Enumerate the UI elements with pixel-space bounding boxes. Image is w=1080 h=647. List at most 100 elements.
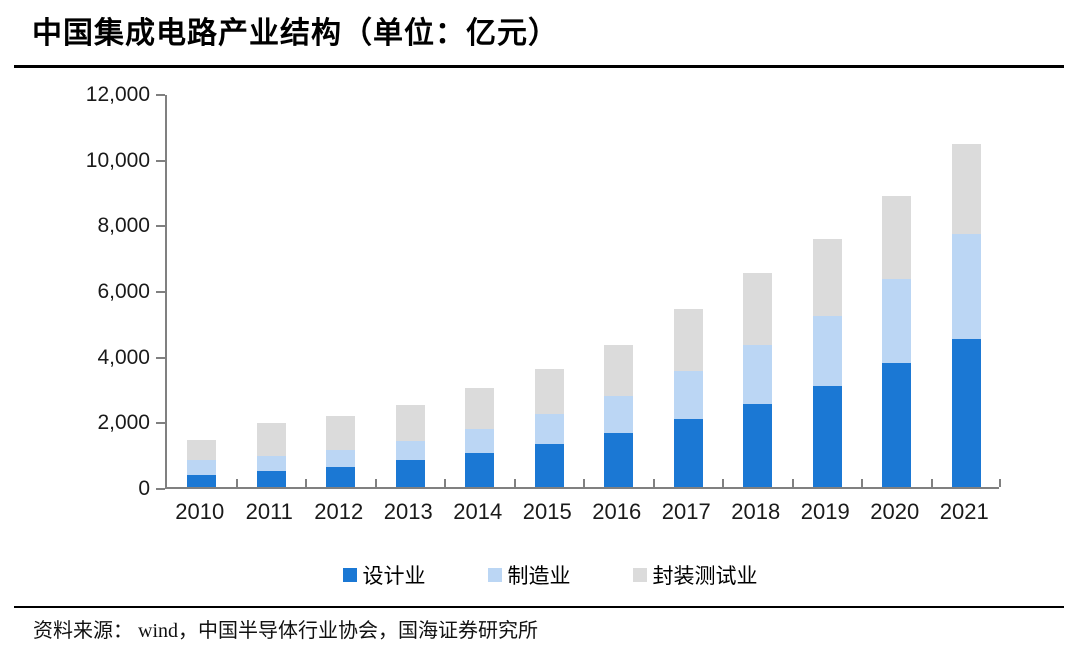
x-tick-label-2017: 2017 <box>661 499 711 524</box>
bar-segment-2019-packaging-testing <box>812 238 842 316</box>
bar-group-2021 <box>932 95 1002 487</box>
y-axis-labels: 0 2,000 4,000 6,000 8,000 10,000 12,000 <box>38 83 150 500</box>
bar-segment-2019-design <box>812 386 842 487</box>
y-tick-label: 4,000 <box>97 345 150 369</box>
bar-segment-2016-packaging-testing <box>604 344 634 396</box>
bar-segment-2012-packaging-testing <box>326 416 356 451</box>
legend-label: 制造业 <box>507 564 571 588</box>
bar-group-2010 <box>167 95 237 487</box>
plot-area <box>156 94 1002 490</box>
bar-stack-2020 <box>882 196 912 487</box>
x-tick-label-2021: 2021 <box>939 499 989 524</box>
y-tick-label: 8,000 <box>97 214 150 238</box>
y-tick-label: 0 <box>138 477 150 500</box>
x-tick-label-2012: 2012 <box>314 499 364 524</box>
x-tick-label-2019: 2019 <box>800 499 850 524</box>
bar-segment-2017-packaging-testing <box>673 309 703 372</box>
bar-stack-2012 <box>326 416 356 487</box>
bar-segment-2018-manufacturing <box>743 344 773 405</box>
y-tick-mark <box>156 488 165 490</box>
legend-label: 封装测试业 <box>652 564 758 588</box>
bar-segment-2020-design <box>882 362 912 487</box>
bar-segment-2021-packaging-testing <box>951 143 981 235</box>
bar-stack-2014 <box>465 388 495 487</box>
legend-item-packaging-testing: 封装测试业 <box>632 560 758 590</box>
bar-stack-2016 <box>604 344 634 487</box>
legend-label: 设计业 <box>362 564 426 588</box>
bar-segment-2018-packaging-testing <box>743 272 773 345</box>
y-tick-label: 2,000 <box>97 411 150 435</box>
x-tick-mark <box>791 479 794 487</box>
x-tick-mark <box>930 479 933 487</box>
bar-segment-2012-design <box>326 466 356 487</box>
y-tick-label: 10,000 <box>85 148 150 172</box>
bar-segment-2014-design <box>465 452 495 487</box>
bar-segment-2011-manufacturing <box>256 455 286 472</box>
bar-segment-2011-design <box>256 471 286 487</box>
bar-group-2014 <box>445 95 515 487</box>
bar-segment-2013-manufacturing <box>395 440 425 461</box>
x-tick-mark <box>652 479 655 487</box>
bar-group-2018 <box>723 95 793 487</box>
legend-swatch-icon <box>487 568 502 582</box>
bar-segment-2010-packaging-testing <box>187 439 217 461</box>
bar-segment-2016-design <box>604 433 634 487</box>
bar-segment-2012-manufacturing <box>326 450 356 467</box>
legend-item-manufacturing: 制造业 <box>487 560 571 590</box>
x-tick-label-2016: 2016 <box>592 499 642 524</box>
bar-segment-2021-manufacturing <box>951 234 981 339</box>
bar-stack-2019 <box>812 238 842 487</box>
source-note: 资料来源： wind，中国半导体行业协会，国海证券研究所 <box>33 620 538 642</box>
legend-swatch-icon <box>342 568 357 582</box>
footer-divider <box>14 606 1064 608</box>
x-tick-mark <box>583 479 585 487</box>
legend: 设计业 制造业 封装测试业 <box>140 560 960 590</box>
bar-group-2012 <box>306 95 376 487</box>
bar-stack-2011 <box>256 423 286 487</box>
y-tick-mark <box>156 356 165 359</box>
x-tick-mark <box>722 479 724 487</box>
bar-segment-2014-packaging-testing <box>465 388 495 430</box>
y-tick-mark <box>156 291 165 293</box>
bar-group-2013 <box>376 95 446 487</box>
bar-segment-2021-design <box>951 338 981 487</box>
bar-segment-2017-design <box>673 418 703 487</box>
bar-stack-2013 <box>395 404 425 487</box>
y-tick-mark <box>156 159 165 162</box>
bar-stack-2015 <box>534 368 564 487</box>
bar-segment-2011-packaging-testing <box>256 423 286 456</box>
x-axis-labels: 2010 2011 2012 2013 2014 2015 2016 2017 2018 2019… <box>165 499 999 529</box>
y-tick-mark <box>156 225 165 228</box>
bar-group-2011 <box>237 95 307 487</box>
x-tick-label-2018: 2018 <box>731 499 781 524</box>
bar-segment-2019-manufacturing <box>812 315 842 387</box>
bar-segment-2015-manufacturing <box>534 413 564 444</box>
x-tick-mark <box>374 479 377 487</box>
x-tick-label-2013: 2013 <box>383 499 433 524</box>
y-tick-mark <box>156 94 165 96</box>
title-divider <box>14 65 1064 68</box>
bar-segment-2020-manufacturing <box>882 278 912 363</box>
bar-group-2015 <box>515 95 585 487</box>
x-tick-label-2015: 2015 <box>522 499 572 524</box>
bar-segment-2017-manufacturing <box>673 371 703 419</box>
bar-segment-2014-manufacturing <box>465 429 495 453</box>
bar-segment-2013-design <box>395 460 425 487</box>
x-tick-label-2014: 2014 <box>453 499 503 524</box>
bar-stack-2010 <box>187 439 217 487</box>
bar-stack-2018 <box>743 272 773 487</box>
bar-group-2019 <box>793 95 863 487</box>
y-tick-mark <box>156 422 165 425</box>
x-tick-mark <box>305 479 307 487</box>
bar-group-2017 <box>654 95 724 487</box>
y-tick-label: 6,000 <box>97 280 150 303</box>
bar-segment-2015-design <box>534 443 564 487</box>
chart-title: 中国集成电路产业结构（单位：亿元） <box>32 17 559 50</box>
x-tick-label-2010: 2010 <box>175 499 225 524</box>
bar-segment-2016-manufacturing <box>604 396 634 433</box>
x-tick-mark <box>861 479 863 487</box>
bar-segment-2010-design <box>187 475 217 487</box>
legend-item-design: 设计业 <box>342 560 426 590</box>
bar-group-2020 <box>862 95 932 487</box>
bar-group-2016 <box>584 95 654 487</box>
